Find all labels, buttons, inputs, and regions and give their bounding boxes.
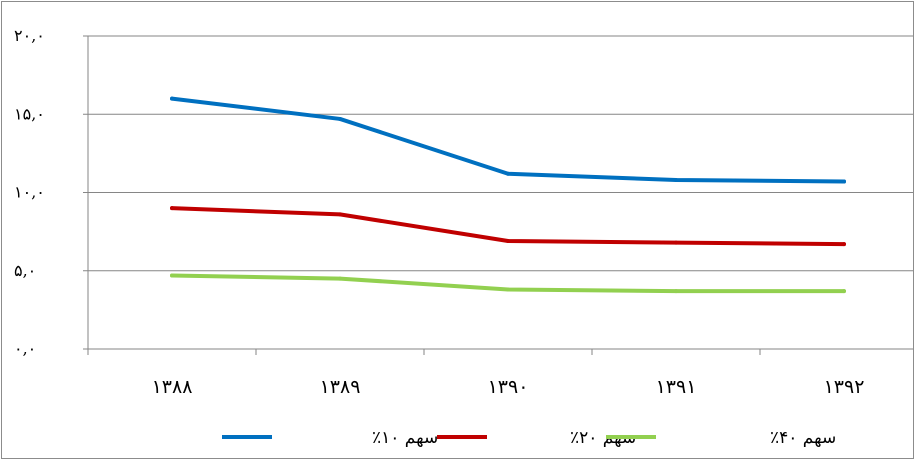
data-point xyxy=(338,116,342,121)
y-tick-label: ۵,۰ xyxy=(14,261,36,280)
data-point xyxy=(170,273,174,278)
x-tick-label: ۱۳۹۱ xyxy=(656,376,697,398)
series-line-1 xyxy=(170,96,846,184)
y-tick-label: ۰,۰ xyxy=(14,339,36,358)
data-point xyxy=(170,96,174,101)
legend: سهم ۱۰٪ سهم ۲۰٪ سهم ۴۰٪ xyxy=(222,428,836,448)
gridlines xyxy=(88,35,913,272)
y-tick-label: ۲۰,۰ xyxy=(14,26,45,45)
data-point xyxy=(842,242,846,247)
x-axis-tick-labels: ۱۳۸۸ ۱۳۸۹ ۱۳۹۰ ۱۳۹۱ ۱۳۹۲ xyxy=(152,376,865,398)
axes xyxy=(83,35,913,355)
y-tick-label: ۱۵,۰ xyxy=(14,104,45,123)
data-point xyxy=(506,171,510,176)
legend-label: سهم ۴۰٪ xyxy=(770,428,836,448)
legend-label: سهم ۱۰٪ xyxy=(372,428,438,448)
data-point xyxy=(338,276,342,281)
legend-label: سهم ۲۰٪ xyxy=(570,428,636,448)
data-point xyxy=(842,179,846,184)
data-point xyxy=(674,177,678,182)
data-point xyxy=(674,289,678,294)
data-point xyxy=(842,289,846,294)
data-point xyxy=(674,240,678,245)
data-point xyxy=(170,206,174,211)
x-tick-label: ۱۳۹۲ xyxy=(824,376,865,398)
series-line-2 xyxy=(170,206,846,247)
y-tick-label: ۱۰,۰ xyxy=(14,183,45,202)
data-point xyxy=(338,212,342,217)
x-tick-label: ۱۳۸۸ xyxy=(152,376,193,398)
x-tick-label: ۱۳۸۹ xyxy=(320,376,361,398)
data-point xyxy=(506,287,510,292)
series-lines xyxy=(170,96,846,294)
data-point xyxy=(506,239,510,244)
y-axis-tick-labels: ۰,۰ ۵,۰ ۱۰,۰ ۱۵,۰ ۲۰,۰ xyxy=(14,26,45,358)
x-tick-label: ۱۳۹۰ xyxy=(488,376,529,398)
